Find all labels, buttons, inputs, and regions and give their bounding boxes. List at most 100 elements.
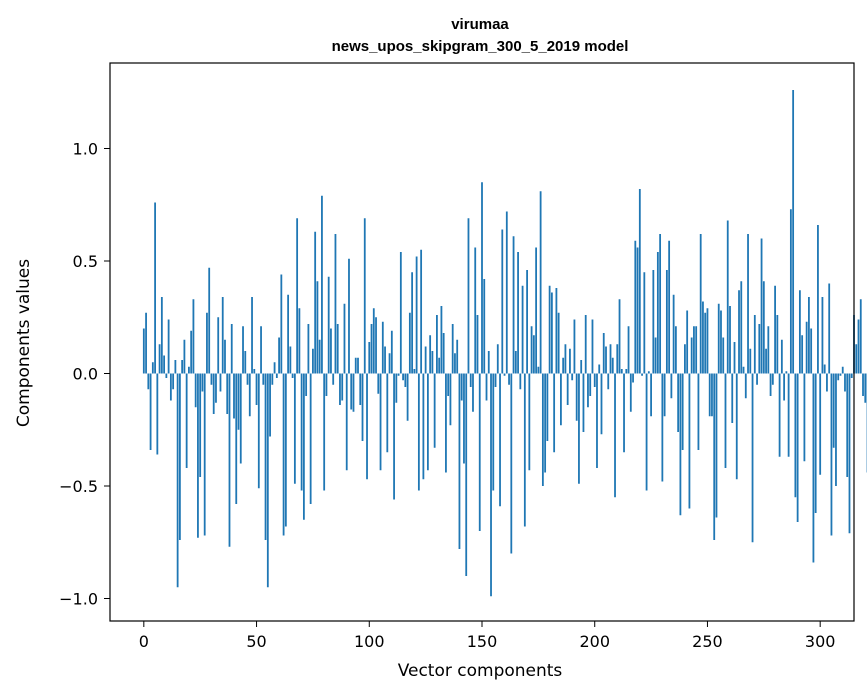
bar-91 (348, 258, 350, 374)
bar-207 (609, 344, 612, 374)
bar-160 (503, 373, 506, 376)
bar-232 (665, 270, 668, 374)
bar-94 (354, 357, 357, 374)
bar-206 (607, 373, 610, 390)
bar-265 (740, 281, 743, 374)
bar-77 (316, 281, 319, 374)
x-axis-ticks: 0 50 100 150 200 250 300 (139, 621, 835, 651)
bar-165 (514, 351, 517, 374)
bar-64 (287, 294, 290, 374)
bar-93 (352, 373, 355, 412)
bar-148 (476, 315, 479, 374)
bar-286 (787, 373, 790, 457)
bar-192 (575, 373, 578, 421)
bar-261 (731, 373, 734, 423)
bar-253 (713, 373, 716, 540)
bar-30 (210, 373, 213, 385)
bar-173 (532, 335, 535, 374)
bar-88 (341, 373, 344, 401)
bar-36 (224, 339, 226, 374)
bar-217 (632, 373, 634, 383)
bar-264 (738, 290, 740, 374)
bar-215 (627, 326, 630, 374)
bar-178 (544, 373, 547, 473)
bar-136 (449, 373, 452, 426)
bar-256 (720, 310, 722, 374)
bar-213 (623, 373, 625, 453)
bar-242 (688, 373, 691, 509)
bar-1 (145, 312, 147, 374)
bar-5 (154, 202, 156, 374)
bar-14 (174, 360, 177, 374)
bar-196 (584, 315, 587, 374)
bar-183 (555, 288, 558, 374)
bar-298 (814, 373, 817, 513)
bar-110 (390, 330, 393, 374)
bar-194 (580, 360, 583, 374)
bar-12 (169, 373, 172, 401)
bar-24 (197, 373, 199, 538)
x-tick-label: 0 (139, 632, 149, 651)
bar-164 (512, 236, 515, 374)
bar-295 (808, 297, 810, 374)
bar-35 (221, 297, 224, 374)
bar-279 (771, 373, 774, 385)
bar-199 (591, 319, 594, 374)
bar-254 (715, 373, 718, 518)
bar-123 (420, 249, 423, 374)
bar-246 (697, 373, 700, 450)
bar-162 (508, 373, 510, 385)
bar-29 (208, 267, 211, 374)
bar-224 (647, 371, 650, 374)
plot-frame (109, 62, 855, 622)
bar-303 (826, 373, 828, 392)
bar-244 (693, 326, 695, 374)
y-tick-label: 1.0 (73, 140, 98, 159)
bar-200 (593, 373, 596, 387)
bar-187 (564, 344, 567, 374)
bar-278 (769, 373, 772, 396)
bar-266 (742, 366, 745, 374)
bar-294 (805, 321, 808, 374)
bar-230 (661, 373, 664, 482)
bar-205 (605, 346, 607, 374)
bar-153 (487, 351, 490, 374)
bar-150 (481, 182, 483, 374)
bar-202 (598, 364, 601, 374)
bar-99 (366, 373, 368, 480)
bar-127 (429, 335, 432, 374)
bar-126 (426, 373, 429, 471)
bar-78 (318, 339, 321, 374)
bar-249 (704, 312, 707, 374)
y-tick-label: 0.5 (73, 252, 98, 271)
bar-310 (841, 366, 844, 374)
bar-272 (756, 373, 758, 385)
bar-226 (652, 270, 655, 374)
y-axis-label: Components values (14, 259, 34, 427)
bar-42 (237, 373, 240, 430)
bar-288 (792, 90, 795, 374)
bar-139 (456, 339, 459, 374)
bar-46 (246, 373, 249, 385)
bar-219 (636, 247, 639, 374)
bar-211 (618, 299, 621, 374)
bar-300 (819, 373, 822, 475)
bar-195 (582, 373, 585, 432)
bar-314 (850, 373, 853, 378)
bar-71 (302, 373, 305, 520)
bar-108 (386, 373, 389, 453)
bar-137 (451, 324, 454, 374)
bar-306 (832, 373, 835, 448)
bar-297 (812, 373, 815, 563)
bar-75 (312, 348, 314, 374)
bar-85 (334, 234, 337, 374)
bar-41 (235, 373, 238, 504)
x-tick-label: 200 (579, 632, 610, 651)
bar-247 (699, 234, 702, 374)
bar-218 (634, 240, 637, 374)
bar-240 (684, 344, 686, 374)
bar-289 (794, 373, 797, 498)
bar-15 (176, 373, 179, 588)
bar-146 (472, 373, 474, 412)
bar-28 (206, 312, 208, 374)
